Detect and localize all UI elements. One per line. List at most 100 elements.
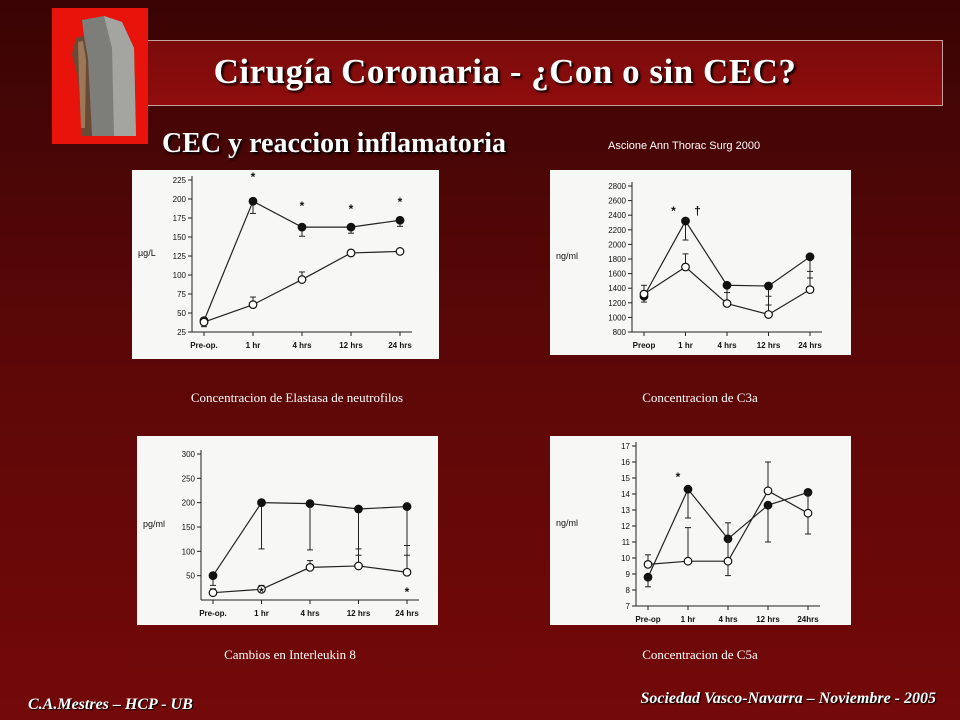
y-tick-label: 300: [182, 450, 196, 459]
y-tick-label: 125: [173, 252, 187, 261]
data-point: [248, 196, 258, 206]
y-tick-label: 200: [182, 499, 196, 508]
y-tick-label: 75: [177, 290, 186, 299]
title-box: [55, 40, 943, 106]
y-tick-label: 15: [621, 474, 630, 483]
data-point: [402, 567, 412, 577]
data-point: [681, 262, 690, 272]
x-tick-label: 24hrs: [797, 615, 819, 624]
y-axis-label: µg/L: [138, 248, 156, 258]
x-tick-label: 4 hrs: [300, 609, 320, 618]
x-tick-label: 4 hrs: [718, 615, 738, 624]
x-tick-label: Pre-op: [635, 615, 660, 624]
caption-c5a: Concentracion de C5a: [642, 647, 758, 662]
chart-panel-c3a: 800 1000 1200 1400 1600 1800 2000 2200 2400 2600 2…: [550, 170, 851, 355]
significance-marker: †: [694, 204, 701, 218]
x-tick-label: 4 hrs: [717, 341, 737, 350]
data-point: [395, 247, 405, 256]
x-tick-label: 1 hr: [681, 615, 696, 624]
y-tick-label: 1800: [608, 255, 626, 264]
y-tick-label: 7: [626, 602, 631, 611]
logo-image: [52, 8, 148, 144]
caption-elastasa: Concentracion de Elastasa de neutrofilos: [190, 390, 404, 405]
data-point: [305, 562, 315, 572]
y-tick-label: 800: [613, 328, 627, 337]
y-tick-label: 10: [621, 554, 630, 563]
series-line: [203, 250, 401, 323]
x-tick-label: 12 hrs: [756, 615, 780, 624]
x-tick-label: 4 hrs: [292, 341, 312, 350]
y-tick-label: 50: [186, 572, 195, 581]
x-tick-label: 1 hr: [254, 609, 269, 618]
data-point: [643, 559, 653, 569]
y-tick-label: 1200: [608, 299, 626, 308]
y-axis-label: ng/ml: [556, 518, 578, 528]
x-tick-label: Pre-op.: [199, 609, 227, 618]
data-point: [208, 588, 218, 598]
y-tick-label: 14: [621, 490, 630, 499]
y-tick-label: 12: [621, 522, 630, 531]
y-tick-label: 1000: [608, 313, 626, 322]
chart-panel-il8: 50 100 150 200 250 300 pg/ml Pre-op. 1 hr 4 hrs 12…: [137, 436, 438, 625]
y-tick-label: 150: [173, 233, 187, 242]
significance-marker: *: [398, 195, 403, 209]
data-point: [297, 275, 307, 284]
data-point: [681, 216, 690, 226]
significance-marker: *: [405, 585, 410, 599]
data-point: [354, 504, 363, 514]
y-tick-label: 2600: [608, 197, 626, 206]
y-tick-label: 2000: [608, 240, 626, 249]
chart-c5a: 7 8 9 10 11 12 13 14 15 16 17 ng/ml Pre-op 1 hr 4 hrs 1…: [556, 442, 820, 624]
y-tick-label: 1600: [608, 270, 626, 279]
slide-subtitle: CEC y reaccion inflamatoria: [162, 128, 506, 159]
x-tick-label: 12 hrs: [757, 341, 781, 350]
significance-marker: *: [251, 170, 256, 184]
data-point: [683, 556, 693, 566]
significance-marker: *: [676, 470, 681, 484]
data-point: [297, 222, 307, 232]
data-point: [643, 572, 653, 582]
data-point: [722, 280, 732, 290]
chart-panel-c5a: 7 8 9 10 11 12 13 14 15 16 17 ng/ml Pre-op 1 hr 4 hrs 1…: [550, 436, 851, 625]
data-point: [763, 486, 773, 496]
caption-il8: Cambios en Interleukin 8: [224, 647, 356, 662]
data-point: [764, 281, 773, 291]
citation: Ascione Ann Thorac Surg 2000: [608, 140, 761, 152]
x-tick-label: 1 hr: [678, 341, 693, 350]
data-point: [199, 317, 209, 327]
series-line: [203, 200, 401, 321]
significance-marker: *: [349, 202, 354, 216]
significance-marker: *: [259, 585, 264, 599]
y-tick-label: 25: [177, 328, 186, 337]
y-axis-label: pg/ml: [143, 519, 165, 529]
x-tick-label: 1 hr: [246, 341, 261, 350]
x-tick-label: 24 hrs: [395, 609, 419, 618]
data-point: [305, 499, 315, 509]
x-tick-label: 24 hrs: [388, 341, 412, 350]
y-tick-label: 100: [173, 271, 187, 280]
footer-event: Sociedad Vasco-Navarra – Noviembre - 200…: [640, 690, 936, 707]
data-point: [683, 484, 693, 494]
data-point: [639, 289, 649, 299]
page-title: Cirugía Coronaria - ¿Con o sin CEC?: [213, 52, 797, 91]
y-tick-label: 8: [626, 586, 631, 595]
data-point: [248, 300, 258, 310]
y-tick-label: 250: [182, 474, 196, 483]
y-tick-label: 11: [622, 538, 631, 547]
y-tick-label: 225: [173, 176, 187, 185]
chart-il8: 50 100 150 200 250 300 pg/ml Pre-op. 1 hr 4 hrs 12…: [143, 450, 419, 618]
y-tick-label: 2800: [608, 182, 626, 191]
data-point: [763, 500, 773, 510]
y-tick-label: 200: [173, 195, 187, 204]
data-point: [805, 285, 815, 295]
data-point: [346, 248, 356, 258]
chart-c3a: 800 1000 1200 1400 1600 1800 2000 2200 2400 2600 2…: [556, 182, 822, 350]
y-tick-label: 1400: [608, 284, 626, 293]
y-tick-label: 100: [182, 547, 196, 556]
data-point: [257, 584, 266, 594]
y-tick-label: 150: [182, 523, 196, 532]
caption-c3a: Concentracion de C3a: [642, 390, 758, 405]
data-point: [257, 498, 266, 508]
data-point: [346, 222, 356, 232]
x-tick-label: Preop: [633, 341, 656, 350]
